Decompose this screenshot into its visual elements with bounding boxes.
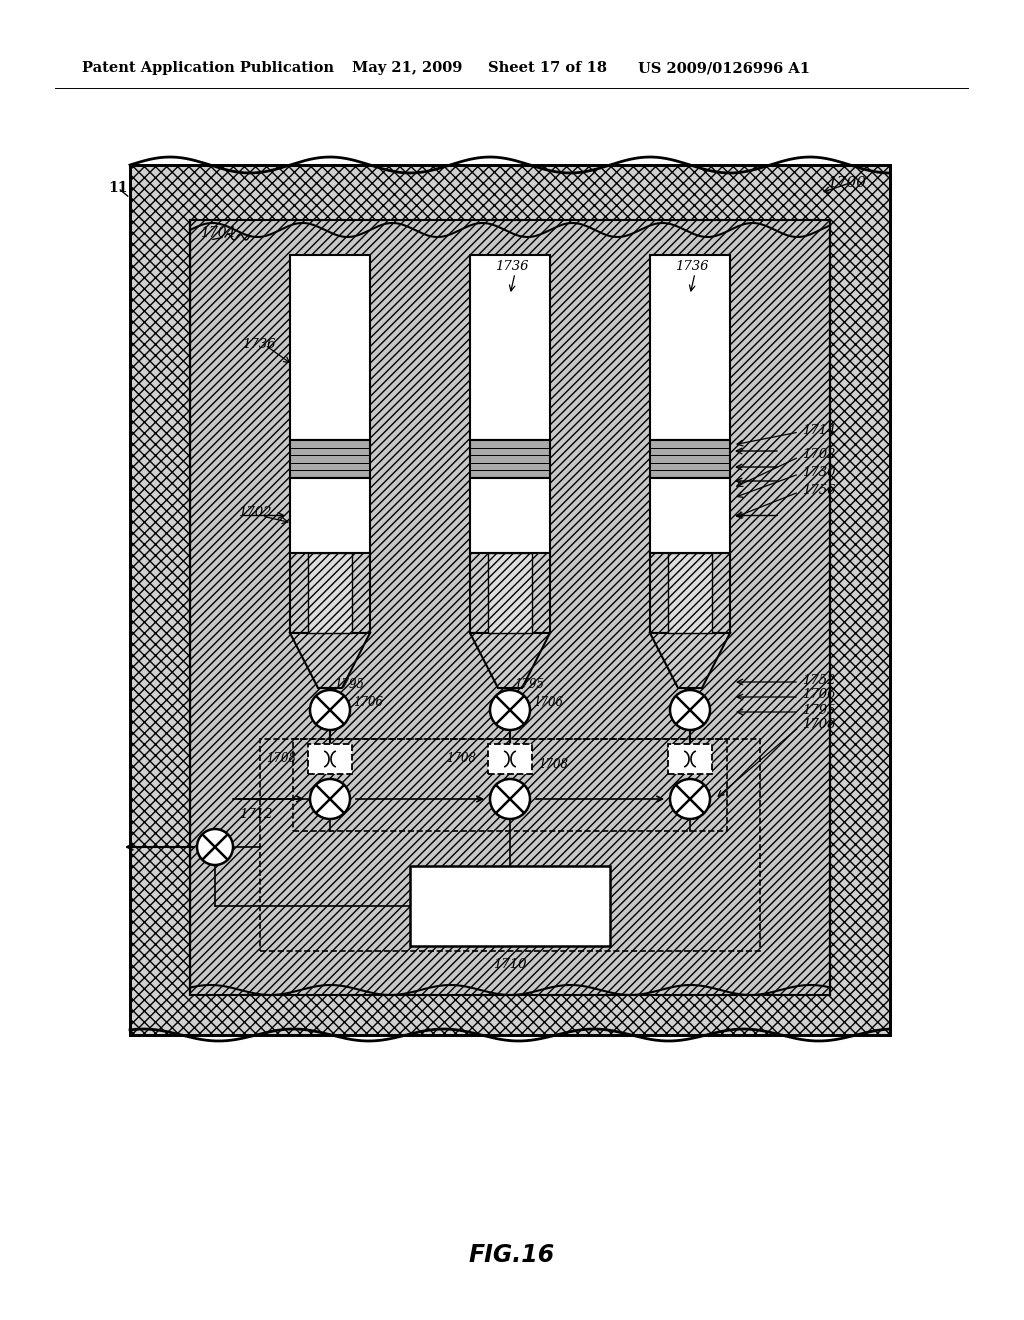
Bar bbox=[668, 744, 712, 774]
Text: 1795: 1795 bbox=[514, 678, 544, 692]
Text: 1708: 1708 bbox=[802, 718, 836, 731]
Bar bbox=[130, 165, 890, 1035]
Circle shape bbox=[490, 690, 530, 730]
Bar bbox=[470, 440, 550, 478]
Circle shape bbox=[670, 690, 710, 730]
Bar bbox=[470, 553, 550, 634]
Circle shape bbox=[197, 829, 233, 865]
Bar bbox=[290, 478, 370, 553]
Bar bbox=[668, 553, 712, 634]
Bar bbox=[650, 440, 730, 478]
Text: 1736: 1736 bbox=[242, 338, 275, 351]
Text: 1706: 1706 bbox=[353, 696, 383, 709]
Bar bbox=[410, 866, 610, 946]
Text: 1795: 1795 bbox=[334, 678, 364, 692]
Text: 1700: 1700 bbox=[828, 176, 867, 190]
Text: 1702: 1702 bbox=[802, 449, 836, 462]
Bar bbox=[290, 440, 370, 478]
Text: 1702: 1702 bbox=[238, 507, 271, 520]
Bar bbox=[650, 478, 730, 553]
Circle shape bbox=[310, 779, 350, 818]
Bar bbox=[470, 255, 550, 440]
Text: 1706: 1706 bbox=[534, 696, 563, 709]
Text: 1706: 1706 bbox=[802, 689, 836, 701]
Text: 1708: 1708 bbox=[446, 752, 476, 766]
Polygon shape bbox=[650, 634, 730, 688]
Text: US 2009/0126996 A1: US 2009/0126996 A1 bbox=[638, 61, 810, 75]
Text: Patent Application Publication: Patent Application Publication bbox=[82, 61, 334, 75]
Text: 1730: 1730 bbox=[802, 466, 836, 479]
Bar bbox=[308, 553, 352, 634]
Text: 1710: 1710 bbox=[494, 957, 526, 970]
Bar bbox=[190, 220, 830, 995]
Bar bbox=[293, 739, 727, 832]
Circle shape bbox=[310, 690, 350, 730]
Text: May 21, 2009: May 21, 2009 bbox=[352, 61, 463, 75]
Text: 1736: 1736 bbox=[675, 260, 709, 273]
Circle shape bbox=[490, 779, 530, 818]
Polygon shape bbox=[290, 634, 370, 688]
Text: 1714: 1714 bbox=[802, 424, 836, 437]
Text: 1795: 1795 bbox=[802, 704, 836, 717]
Circle shape bbox=[670, 779, 710, 818]
Text: 11: 11 bbox=[108, 181, 128, 195]
Text: FIG.16: FIG.16 bbox=[469, 1243, 555, 1267]
Text: 1704: 1704 bbox=[200, 226, 236, 240]
Bar bbox=[130, 165, 890, 1035]
Bar bbox=[650, 553, 730, 634]
Text: 1712: 1712 bbox=[239, 808, 272, 821]
Bar bbox=[470, 478, 550, 553]
Text: Sheet 17 of 18: Sheet 17 of 18 bbox=[488, 61, 607, 75]
Bar bbox=[488, 553, 532, 634]
Bar bbox=[308, 744, 352, 774]
Bar bbox=[488, 744, 532, 774]
Bar bbox=[290, 553, 370, 634]
Text: 1752: 1752 bbox=[802, 673, 836, 686]
Text: 1708: 1708 bbox=[266, 752, 296, 766]
Bar bbox=[290, 255, 370, 440]
Text: 1736: 1736 bbox=[495, 260, 528, 273]
Text: 1708: 1708 bbox=[538, 758, 568, 771]
Text: 1756: 1756 bbox=[802, 483, 836, 496]
Bar bbox=[190, 220, 830, 995]
Bar bbox=[260, 739, 760, 950]
Polygon shape bbox=[470, 634, 550, 688]
Bar bbox=[650, 255, 730, 440]
